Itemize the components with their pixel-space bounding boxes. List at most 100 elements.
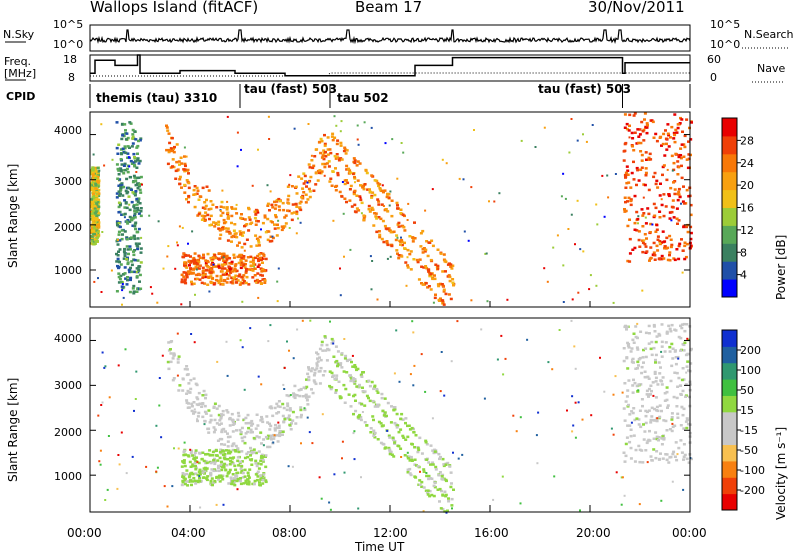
power-cell bbox=[251, 269, 255, 272]
power-cell bbox=[668, 259, 672, 262]
power-cell bbox=[266, 202, 270, 206]
power-cell bbox=[92, 192, 95, 196]
power-cell bbox=[174, 169, 178, 173]
power-cell bbox=[626, 169, 630, 172]
power-cell bbox=[683, 244, 687, 248]
velocity-cell bbox=[450, 504, 454, 507]
power-cell bbox=[447, 293, 451, 296]
velocity-cell bbox=[373, 384, 377, 388]
xtick: 20:00 bbox=[576, 526, 611, 540]
power-cell bbox=[229, 269, 232, 272]
velocity-cell bbox=[318, 476, 321, 479]
velocity-cell bbox=[535, 434, 538, 437]
power-cell bbox=[225, 258, 229, 261]
power-cell bbox=[122, 257, 126, 260]
power-cell bbox=[377, 200, 381, 203]
velocity-cell bbox=[273, 434, 276, 437]
velocity-cell bbox=[445, 511, 448, 514]
power-cell bbox=[419, 232, 423, 235]
power-cell bbox=[131, 135, 135, 139]
power-cell bbox=[680, 143, 684, 146]
power-cell bbox=[263, 279, 267, 282]
power-colorbar-tick-label: 4 bbox=[740, 269, 747, 282]
velocity-cell bbox=[244, 422, 248, 425]
power-cell bbox=[669, 186, 673, 190]
power-cell bbox=[308, 195, 312, 199]
power-cell bbox=[238, 273, 242, 276]
power-cell bbox=[399, 240, 402, 243]
velocity-cell bbox=[659, 366, 662, 369]
power-cell bbox=[117, 238, 119, 241]
power-cell bbox=[134, 190, 138, 193]
power-cell bbox=[178, 178, 182, 181]
power-cell bbox=[305, 185, 308, 188]
power-cell bbox=[679, 116, 682, 120]
power-cell bbox=[247, 216, 251, 219]
velocity-cell bbox=[254, 459, 258, 463]
velocity-colorbar-swatch bbox=[722, 395, 737, 413]
power-cell bbox=[629, 186, 633, 189]
velocity-cell bbox=[334, 345, 338, 348]
velocity-cell bbox=[303, 408, 307, 411]
power-cell bbox=[356, 160, 360, 163]
power-cell bbox=[576, 139, 579, 142]
velocity-cell bbox=[351, 365, 355, 368]
velocity-cell bbox=[209, 461, 213, 465]
power-cell bbox=[422, 247, 426, 250]
power-cell bbox=[588, 288, 591, 291]
power-cell bbox=[431, 244, 435, 248]
power-cell bbox=[345, 164, 349, 168]
velocity-cell bbox=[315, 367, 319, 370]
velocity-cell bbox=[239, 431, 243, 434]
velocity-cell bbox=[657, 332, 661, 336]
power-cell bbox=[300, 177, 304, 180]
power-cell bbox=[166, 129, 170, 132]
velocity-cell bbox=[349, 375, 353, 379]
power-cell bbox=[128, 146, 131, 149]
velocity-cell bbox=[333, 473, 336, 476]
power-cell bbox=[251, 276, 255, 279]
velocity-cell bbox=[628, 440, 632, 444]
power-cell bbox=[669, 245, 673, 249]
power-cell bbox=[254, 223, 258, 226]
nave-rtick-bottom: 0 bbox=[710, 71, 717, 84]
power-cell bbox=[239, 263, 243, 267]
velocity-cell bbox=[647, 409, 651, 412]
velocity-cell bbox=[571, 395, 574, 398]
velocity-cell bbox=[360, 375, 364, 378]
velocity-cell bbox=[654, 380, 658, 383]
power-cell bbox=[91, 169, 95, 172]
power-cell bbox=[180, 303, 183, 306]
power-cell bbox=[644, 151, 648, 154]
power-cell bbox=[677, 153, 681, 157]
power-cell bbox=[251, 184, 254, 187]
noise-panel-frame bbox=[89, 24, 691, 52]
power-cell bbox=[118, 167, 122, 170]
power-cell bbox=[239, 266, 243, 270]
power-cell bbox=[630, 131, 634, 135]
power-cell bbox=[91, 215, 95, 218]
power-cell bbox=[240, 256, 244, 260]
velocity-cell bbox=[379, 441, 383, 445]
velocity-cell bbox=[337, 380, 341, 383]
velocity-cell bbox=[634, 325, 638, 328]
power-cell bbox=[91, 175, 95, 178]
velocity-cell bbox=[290, 422, 293, 425]
power-cell bbox=[136, 208, 140, 212]
power-cell bbox=[198, 256, 202, 259]
power-cell bbox=[427, 270, 431, 273]
power-cell bbox=[333, 115, 336, 118]
velocity-cell bbox=[315, 362, 319, 365]
power-cell bbox=[202, 269, 206, 272]
power-cell bbox=[94, 219, 98, 222]
power-cell bbox=[137, 184, 141, 188]
power-cell bbox=[116, 257, 120, 261]
power-cell bbox=[344, 152, 348, 155]
power-cell bbox=[217, 265, 221, 268]
power-cell bbox=[242, 231, 245, 234]
power-cell bbox=[209, 268, 213, 271]
velocity-cell bbox=[410, 459, 414, 462]
power-cell bbox=[304, 193, 308, 196]
power-cell bbox=[311, 166, 315, 170]
power-cell bbox=[193, 258, 197, 262]
